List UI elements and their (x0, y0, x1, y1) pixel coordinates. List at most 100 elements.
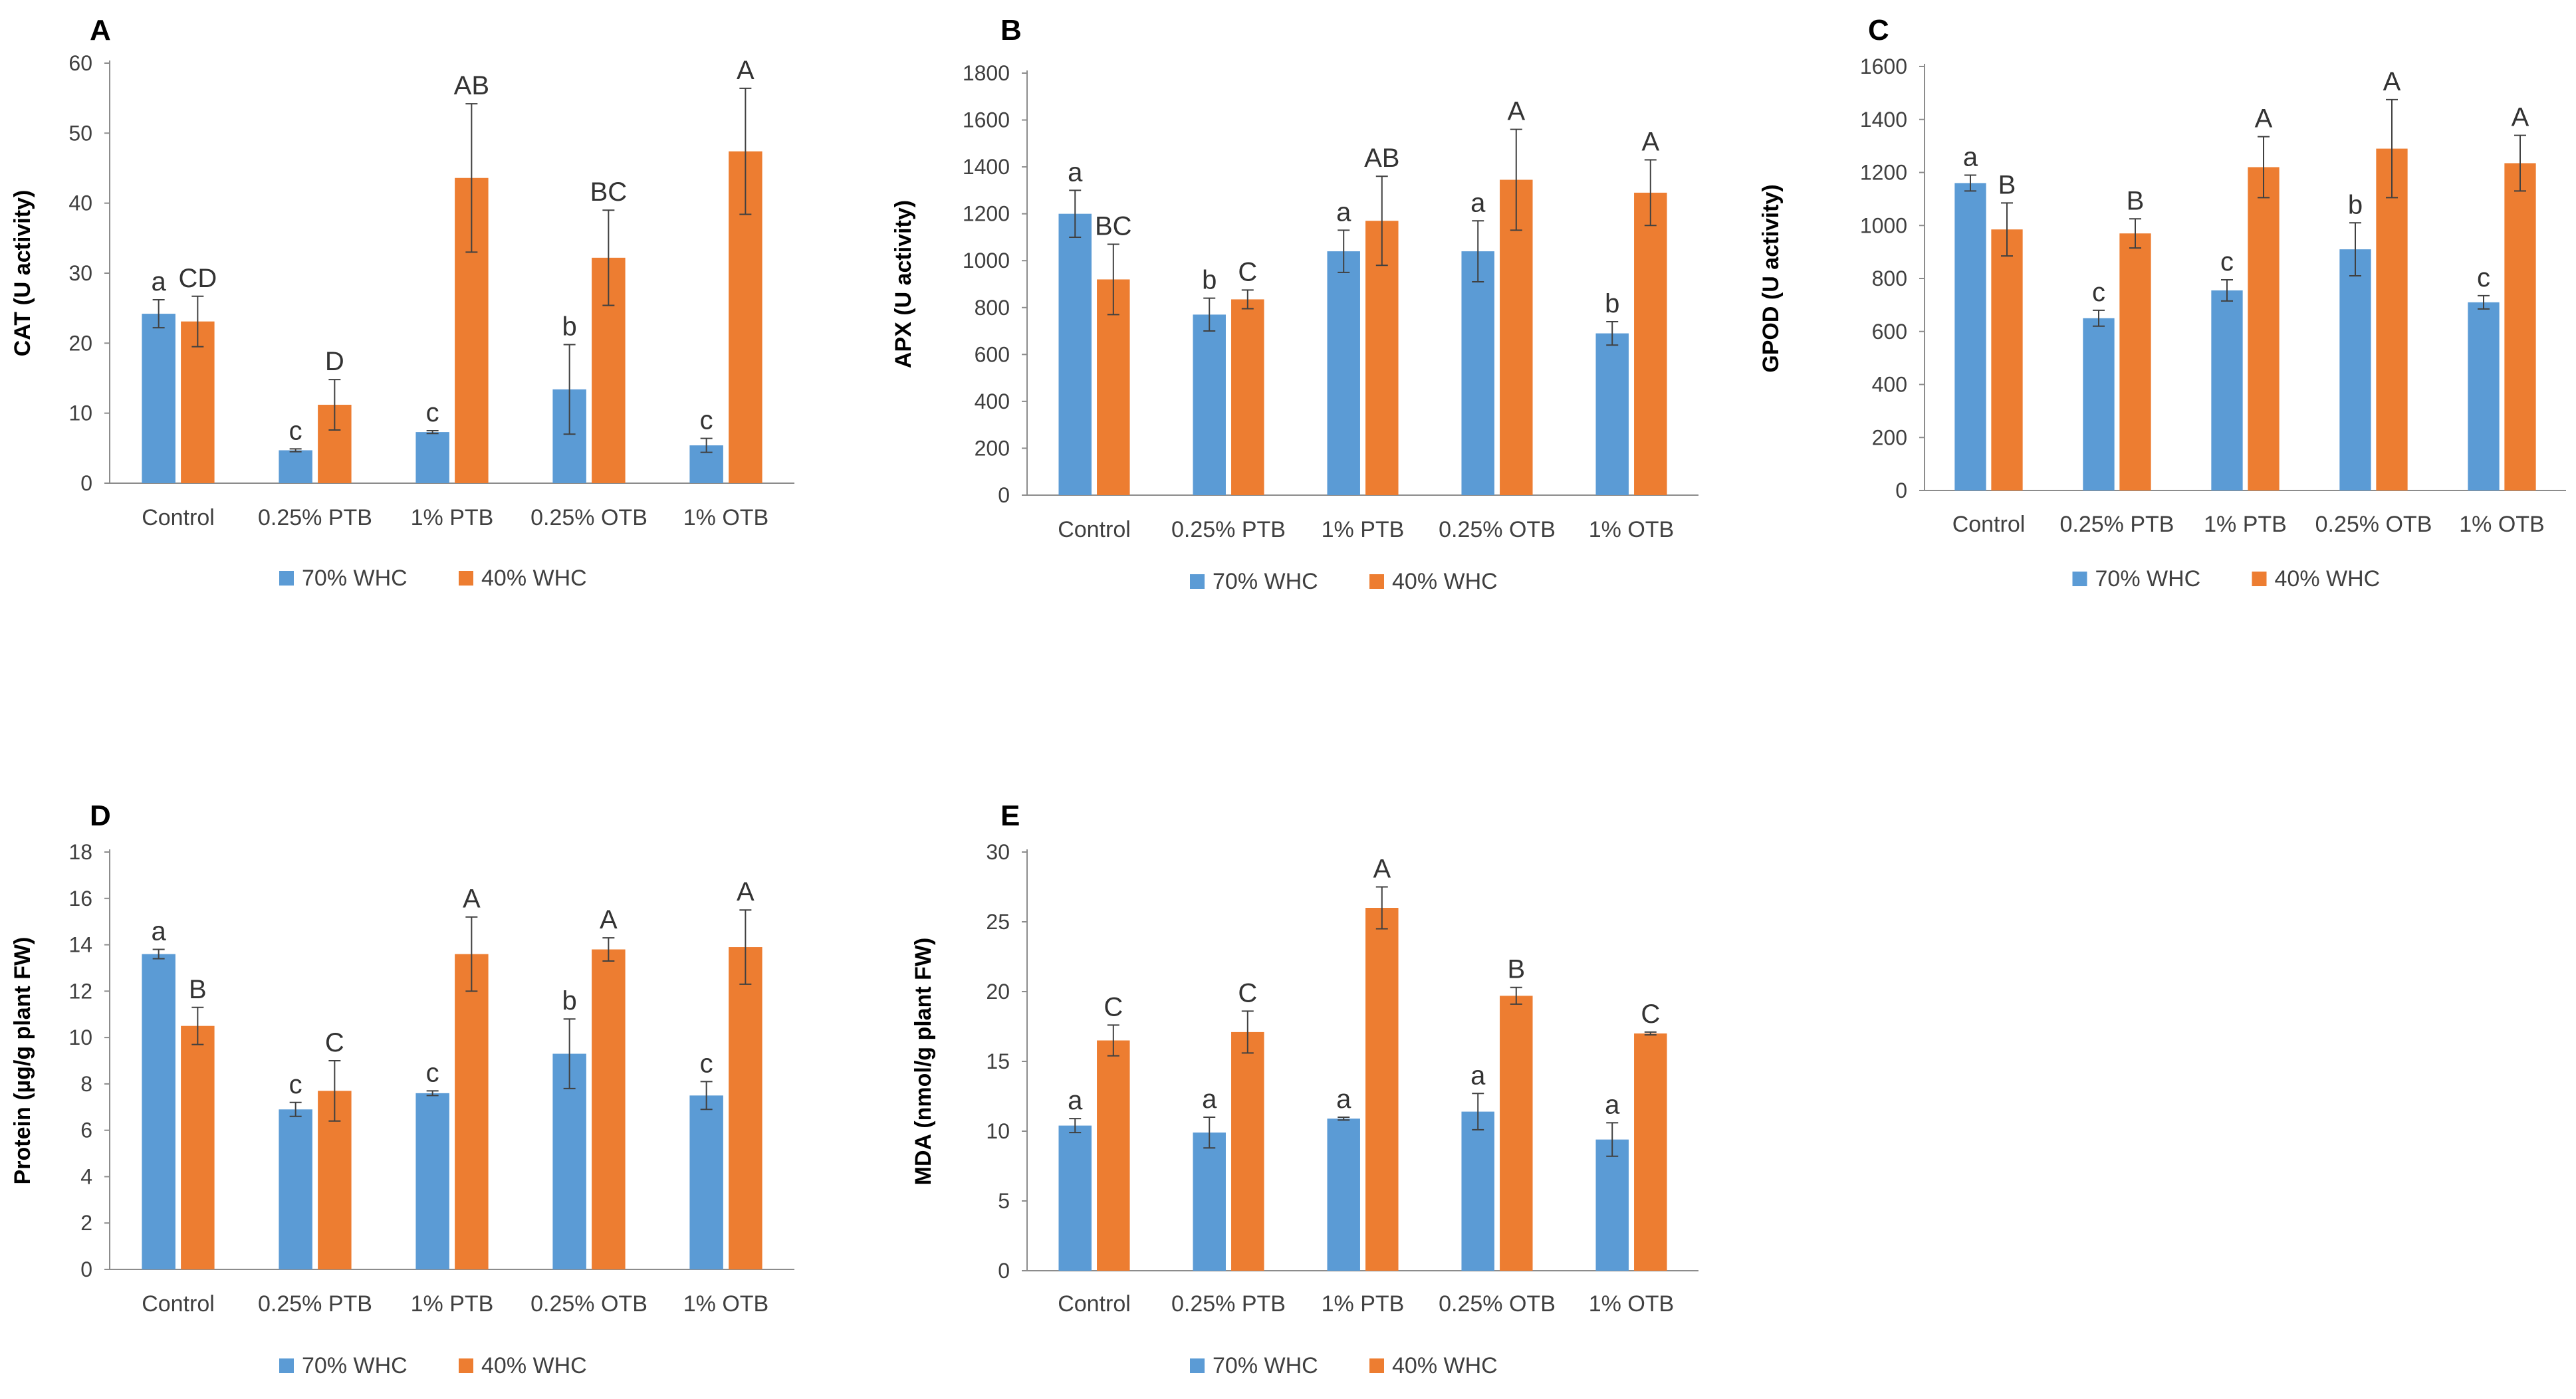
panel-b-significance-letter: a (1068, 158, 1083, 187)
panel-b-significance-letter: C (1238, 257, 1257, 286)
panel-c-y-tick-label: 1000 (1860, 213, 1907, 237)
panel-d-legend-swatch-whc40 (459, 1358, 473, 1373)
panel-a-y-tick-label: 40 (68, 191, 92, 215)
panel-d-bar-whc70 (279, 1109, 312, 1269)
panel-c-y-tick-label: 0 (1895, 479, 1907, 502)
panel-d-bar-whc70 (142, 954, 176, 1269)
panel-c-y-tick-label: 200 (1872, 425, 1907, 449)
panel-a-significance-letter: b (562, 312, 577, 341)
panel-b-y-tick-label: 200 (975, 436, 1010, 460)
panel-e-significance-letter: C (1104, 992, 1123, 1022)
panel-b-y-tick-label: 1600 (963, 108, 1010, 132)
panel-a-bar-whc40 (181, 321, 215, 483)
panel-a-legend-swatch-whc40 (459, 571, 473, 586)
panel-d-significance-letter: c (700, 1049, 713, 1078)
panel-c-significance-letter: c (2092, 278, 2105, 307)
panel-b-significance-letter: AB (1364, 144, 1399, 173)
panel-e-significance-letter: A (1373, 855, 1391, 884)
panel-a-bar-whc70 (279, 450, 312, 483)
panel-e-legend-label-whc40: 40% WHC (1392, 1353, 1498, 1378)
panel-a-significance-letter: A (737, 56, 755, 85)
panel-d-y-tick-label: 0 (80, 1257, 92, 1281)
panel-b-significance-letter: b (1605, 289, 1619, 318)
panel-c-bar-whc70 (2083, 318, 2115, 490)
panel-e-y-tick-label: 20 (986, 980, 1010, 1004)
panel-c-legend-label-whc40: 40% WHC (2275, 566, 2381, 592)
panel-b-bar-whc70 (1193, 314, 1226, 495)
panel-b-legend-swatch-whc70 (1190, 574, 1205, 589)
panel-a-y-tick-label: 10 (68, 401, 92, 425)
panel-e-significance-letter: C (1641, 1000, 1660, 1029)
panel-e-bar-whc70 (1058, 1125, 1092, 1271)
panel-b-x-tick-label: 1% OTB (1589, 517, 1674, 542)
panel-d-significance-letter: c (289, 1070, 302, 1099)
panel-d-bar-whc40 (729, 947, 762, 1269)
panel-a-legend-swatch-whc70 (279, 571, 294, 586)
panel-b-y-tick-label: 1800 (963, 61, 1010, 85)
panel-c-significance-letter: A (2512, 103, 2529, 132)
panel-a-significance-letter: c (289, 416, 302, 445)
panel-e-y-tick-label: 5 (998, 1189, 1010, 1213)
panel-e-y-tick-label: 30 (986, 840, 1010, 864)
panel-b-legend-swatch-whc40 (1369, 574, 1384, 589)
panel-e-bar-whc70 (1595, 1139, 1629, 1271)
panel-d-significance-letter: c (426, 1058, 439, 1087)
panel-d-bar-whc70 (415, 1093, 449, 1269)
panel-c-bar-whc40 (2248, 167, 2280, 490)
panel-c-y-tick-label: 1600 (1860, 54, 1907, 78)
panel-e-y-axis-title: MDA (nmol/g plant FW) (911, 938, 936, 1186)
panel-b-y-axis-title: APX (U activity) (891, 200, 916, 368)
panel-d-bar-whc40 (592, 949, 626, 1269)
panel-d-significance-letter: B (189, 975, 207, 1004)
panel-d-y-tick-label: 4 (80, 1164, 92, 1188)
panel-d-y-tick-label: 8 (80, 1072, 92, 1096)
panel-b-significance-letter: a (1470, 188, 1486, 217)
panel-a-y-axis-title: CAT (U activity) (10, 190, 35, 357)
panel-c-x-tick-label: 1% OTB (2459, 512, 2544, 537)
panel-e-bar-whc70 (1193, 1132, 1226, 1271)
panel-e-y-tick-label: 10 (986, 1119, 1010, 1143)
panel-b-y-tick-label: 1200 (963, 202, 1010, 226)
panel-d-significance-letter: A (600, 905, 618, 934)
panel-e-significance-letter: a (1202, 1085, 1217, 1114)
panel-c-legend-swatch-whc40 (2252, 572, 2267, 586)
panel-b-x-tick-label: Control (1058, 517, 1131, 542)
panel-e-bar-whc70 (1327, 1119, 1360, 1271)
panel-e-x-tick-label: Control (1058, 1291, 1131, 1317)
panel-b-bar-whc70 (1461, 251, 1494, 495)
panel-c-x-tick-label: Control (1952, 512, 2026, 537)
panel-a-legend-label-whc70: 70% WHC (302, 566, 408, 591)
panel-d-significance-letter: a (152, 917, 167, 946)
panel-c-bar-whc70 (2339, 249, 2371, 490)
panel-e-bar-whc40 (1097, 1040, 1130, 1271)
panel-c-significance-letter: A (2255, 104, 2273, 134)
panel-d-y-axis-title: Protein (µg/g plant FW) (10, 937, 35, 1185)
panel-c-y-tick-label: 1200 (1860, 161, 1907, 185)
panel-d-x-tick-label: 0.25% PTB (258, 1291, 372, 1317)
panel-a-y-tick-label: 50 (68, 121, 92, 145)
panel-e-y-tick-label: 0 (998, 1259, 1010, 1283)
panel-b-y-tick-label: 1400 (963, 155, 1010, 179)
panel-e-significance-letter: C (1238, 978, 1257, 1008)
panel-d-significance-letter: A (737, 877, 755, 907)
panel-e-y-tick-label: 25 (986, 910, 1010, 934)
panel-d-y-tick-label: 2 (80, 1211, 92, 1235)
panel-a-significance-letter: a (152, 267, 167, 296)
panel-b-significance-letter: BC (1095, 212, 1132, 241)
panel-d-label: D (90, 800, 111, 832)
panel-b-bar-whc40 (1365, 221, 1399, 495)
panel-b-y-tick-label: 1000 (963, 249, 1010, 272)
panel-e-legend-label-whc70: 70% WHC (1213, 1353, 1318, 1378)
panel-d-y-tick-label: 14 (68, 933, 92, 957)
panel-c-significance-letter: A (2383, 67, 2401, 96)
panel-b-x-tick-label: 0.25% OTB (1439, 517, 1556, 542)
panel-d-x-tick-label: 1% PTB (411, 1291, 494, 1317)
panel-b-bar-whc40 (1097, 279, 1130, 495)
panel-b-x-tick-label: 0.25% PTB (1171, 517, 1286, 542)
panel-d-x-tick-label: 1% OTB (683, 1291, 768, 1317)
panel-d-legend-label-whc70: 70% WHC (302, 1353, 408, 1378)
panel-c-x-tick-label: 0.25% PTB (2060, 512, 2174, 537)
panel-c-x-tick-label: 0.25% OTB (2315, 512, 2432, 537)
panel-c-significance-letter: b (2348, 190, 2363, 219)
panel-c-bar-whc40 (1991, 229, 2023, 490)
